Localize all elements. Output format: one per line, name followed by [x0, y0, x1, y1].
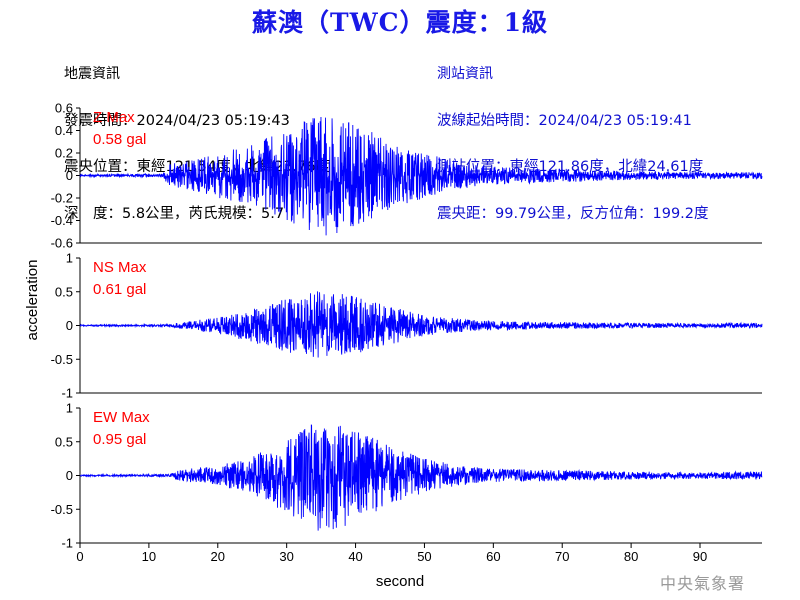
waveform-trace-ns	[79, 291, 763, 358]
y-tick-label: 1	[66, 401, 73, 416]
max-value-label: 0.58 gal	[93, 131, 146, 148]
component-label: Z Max	[93, 109, 135, 126]
depth-magnitude: 深 度：5.8公里，芮氏規模：5.7	[64, 205, 285, 222]
y-tick-label: 0	[66, 168, 73, 183]
chart-title: 蘇澳（TWC）震度：1級	[252, 8, 548, 37]
y-tick-label: 0.6	[55, 101, 73, 116]
panel-ew: -1 -0.5 0 0.5 1 EW Max 0.95 gal	[51, 401, 763, 551]
station-info-block: 測站資訊 波線起始時間：2024/04/23 05:19:41 測站位置：東經1…	[437, 36, 709, 238]
y-tick-label: 0.5	[55, 284, 73, 299]
x-tick-label: 70	[555, 549, 569, 564]
panels-layer: -0.6 -0.4 -0.2 0 0.2 0.4 0.6 Z Max 0.58 gal -1 -0.…	[51, 101, 763, 551]
panel-ns: -1 -0.5 0 0.5 1 NS Max 0.61 gal	[51, 251, 763, 401]
y-tick-label: -0.5	[51, 502, 73, 517]
x-tick-label: 30	[279, 549, 293, 564]
y-axis-label: acceleration	[24, 260, 41, 341]
x-tick-label: 50	[417, 549, 431, 564]
x-tick-label: 20	[211, 549, 225, 564]
x-axis: 0 10 20 30 40 50 60 70 80 90	[76, 543, 707, 564]
y-tick-label: 0	[66, 318, 73, 333]
component-label: EW Max	[93, 409, 150, 426]
y-tick-label: -1	[61, 536, 73, 551]
waveform-trace-z	[79, 117, 763, 236]
origin-time: 發震時間：2024/04/23 05:19:43	[64, 112, 290, 129]
y-tick-label: -1	[61, 386, 73, 401]
max-value-label: 0.95 gal	[93, 431, 146, 448]
x-tick-label: 10	[142, 549, 156, 564]
y-tick-label: -0.5	[51, 352, 73, 367]
y-tick-label: -0.4	[51, 213, 73, 228]
wave-start-time: 波線起始時間：2024/04/23 05:19:41	[437, 112, 692, 129]
y-tick-label: 0.5	[55, 434, 73, 449]
epicentral-distance: 震央距：99.79公里，反方位角：199.2度	[437, 205, 709, 222]
y-tick-label: -0.2	[51, 191, 73, 206]
panel-z: -0.6 -0.4 -0.2 0 0.2 0.4 0.6 Z Max 0.58 gal	[51, 101, 763, 251]
y-tick-label: 0.4	[55, 123, 73, 138]
y-tick-label: 1	[66, 251, 73, 266]
y-tick-label: 0.2	[55, 146, 73, 161]
x-tick-label: 0	[76, 549, 83, 564]
x-tick-label: 60	[486, 549, 500, 564]
y-tick-label: -0.6	[51, 236, 73, 251]
waveform-trace-ew	[79, 424, 763, 531]
agency-watermark: 中央氣象署	[659, 574, 745, 593]
component-label: NS Max	[93, 259, 147, 276]
event-info-heading: 地震資訊	[64, 66, 120, 82]
x-tick-label: 80	[624, 549, 638, 564]
x-tick-label: 40	[348, 549, 362, 564]
x-tick-label: 90	[693, 549, 707, 564]
max-value-label: 0.61 gal	[93, 281, 146, 298]
x-axis-label: second	[376, 573, 424, 590]
y-tick-label: 0	[66, 468, 73, 483]
station-info-heading: 測站資訊	[437, 66, 493, 82]
